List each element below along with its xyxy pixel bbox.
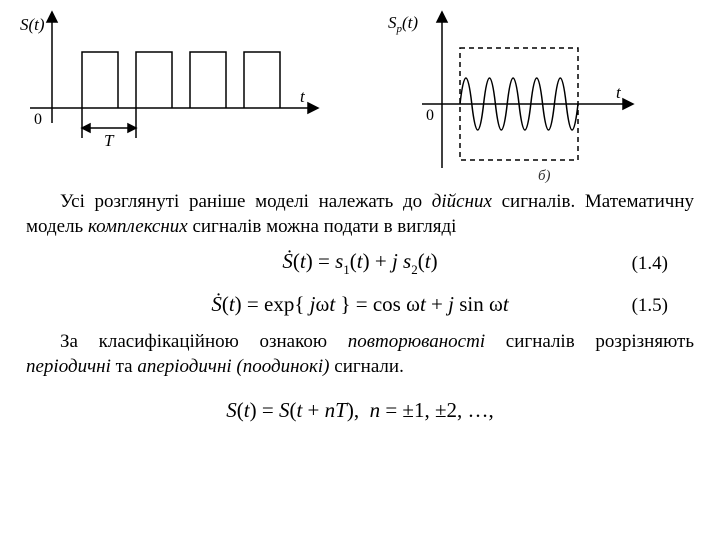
figure-left: S(t) t 0 T xyxy=(12,8,322,158)
pulse-train-svg: S(t) t 0 T xyxy=(12,8,322,158)
fig-left-period-label: T xyxy=(104,131,115,150)
equation-1-5: Ṡ(t) = exp{ jωt } = cos ωt + j sin ωt xyxy=(211,291,508,319)
equation-1-4: Ṡ(t) = s1(t) + j s2(t) xyxy=(282,248,437,278)
equation-1-5-number: (1.5) xyxy=(632,293,668,318)
fig-left-x-label: t xyxy=(300,87,306,106)
figure-row: S(t) t 0 T xyxy=(0,0,720,183)
body-text: Усі розглянуті раніше моделі належать до… xyxy=(0,189,720,429)
figure-right: Sp(t) t 0 б) xyxy=(382,8,642,183)
fig-left-y-label: S(t) xyxy=(20,15,45,34)
p1-run-a: Усі розглянуті раніше моделі належать до xyxy=(60,191,432,212)
equation-1-4-row: Ṡ(t) = s1(t) + j s2(t) (1.4) xyxy=(26,245,694,281)
fig-right-y-label: Sp(t) xyxy=(388,13,418,35)
paragraph-2: За класифікаційною ознакою повторюваност… xyxy=(26,329,694,379)
fig-left-origin: 0 xyxy=(34,111,42,128)
equation-periodic-row: S(t) = S(t + nT), n = ±1, ±2, …, xyxy=(26,393,694,429)
p1-em-1: дійсних xyxy=(432,191,492,212)
equation-1-5-row: Ṡ(t) = exp{ jωt } = cos ωt + j sin ωt (1… xyxy=(26,287,694,323)
p2-run-c: та xyxy=(111,356,137,377)
p2-em-2: періодичні xyxy=(26,356,111,377)
paragraph-1: Усі розглянуті раніше моделі належать до… xyxy=(26,189,694,239)
equation-periodic: S(t) = S(t + nT), n = ±1, ±2, …, xyxy=(226,397,493,425)
p2-em-1: повторюваності xyxy=(348,331,485,352)
p2-run-b: сигналів розрізняють xyxy=(485,331,694,352)
p2-run-d: сигнали. xyxy=(330,356,404,377)
p1-run-c: сигналів можна подати в вигляді xyxy=(188,216,457,237)
p2-em-3: аперіодичні (поодинокі) xyxy=(137,356,329,377)
fig-right-sublabel: б) xyxy=(538,168,551,183)
fig-right-x-label: t xyxy=(616,83,622,102)
p1-em-2: комплексних xyxy=(88,216,188,237)
fig-right-origin: 0 xyxy=(426,107,434,124)
page: S(t) t 0 T xyxy=(0,0,720,540)
p2-run-a: За класифікаційною ознакою xyxy=(60,331,348,352)
equation-1-4-number: (1.4) xyxy=(632,251,668,276)
burst-svg: Sp(t) t 0 б) xyxy=(382,8,642,183)
